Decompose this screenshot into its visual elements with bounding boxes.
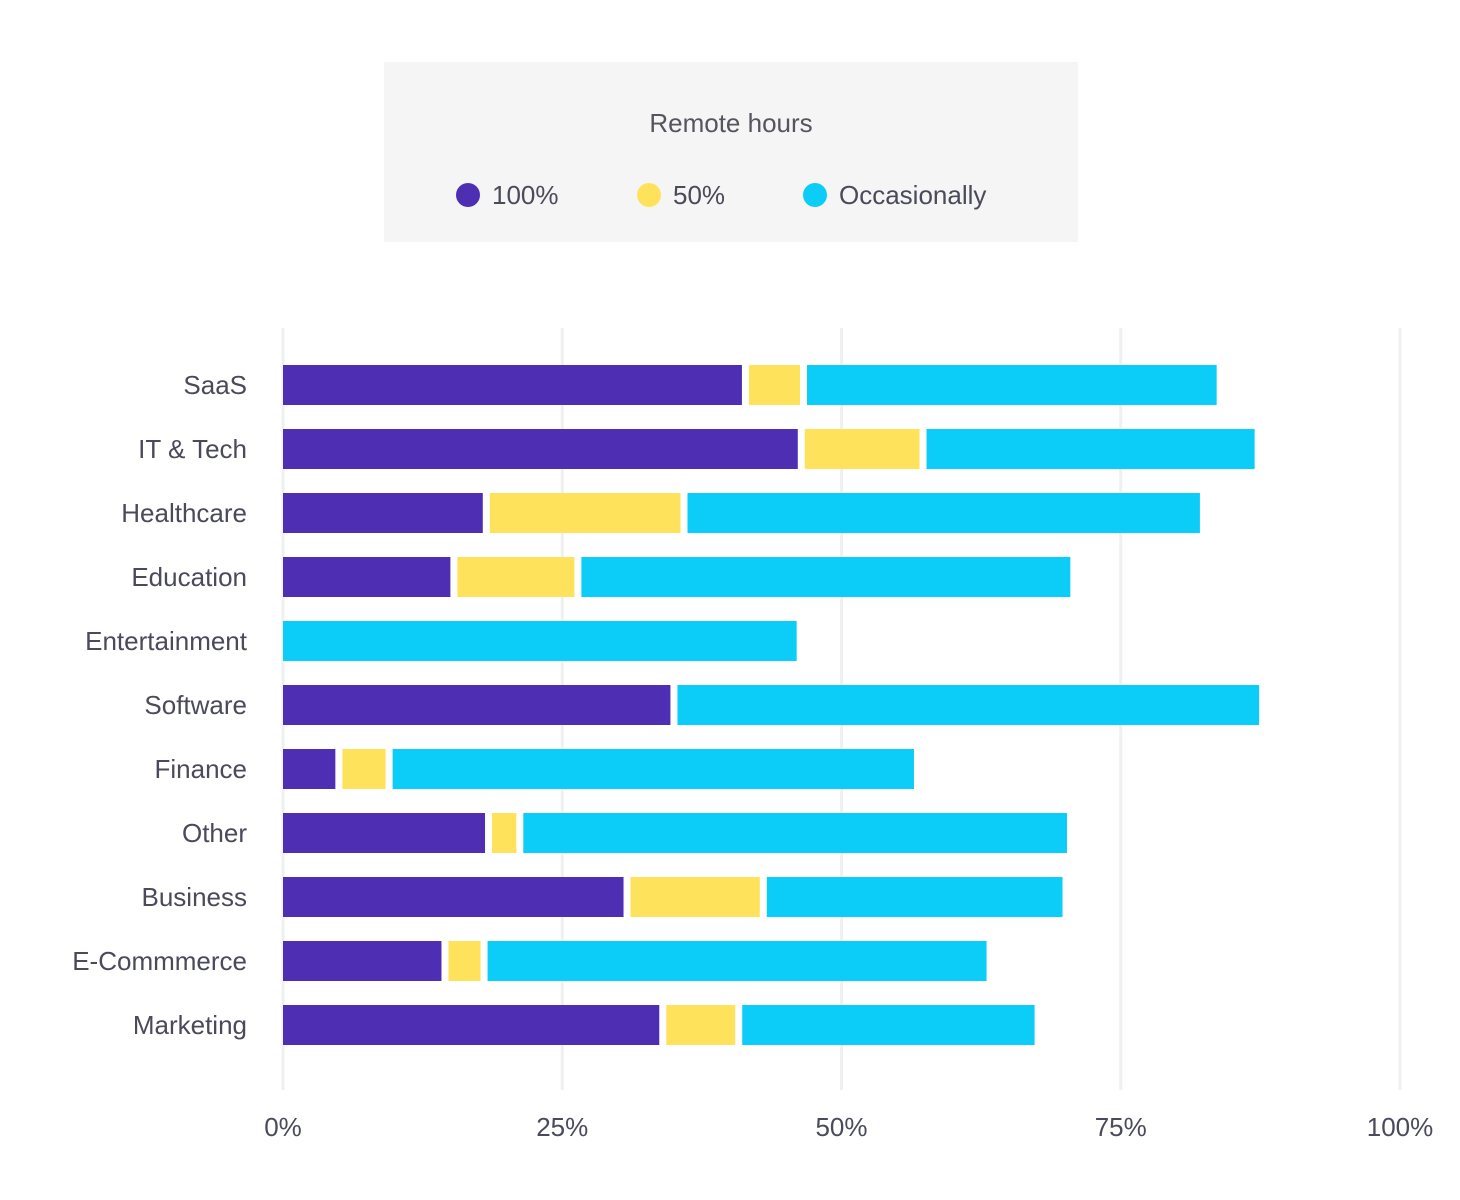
category-label: Education [131,562,247,592]
legend-item-occasionally: Occasionally [803,179,986,211]
category-label: Business [142,882,248,912]
bar-segment [926,429,1255,469]
legend: Remote hours 100% 50% Occasionally [384,62,1078,242]
bar-segment [489,493,681,533]
bar-segment [283,1005,660,1045]
bar-segment [630,877,760,917]
bar-segment [283,365,742,405]
category-label: Healthcare [121,498,247,528]
legend-label-100: 100% [492,179,559,210]
x-tick-label: 75% [1095,1112,1147,1142]
category-label: E-Commmerce [72,946,247,976]
legend-title: Remote hours [649,108,813,138]
x-tick-label: 0% [264,1112,302,1142]
bar-segment [581,557,1071,597]
legend-item-100: 100% [456,179,559,211]
legend-label-occasionally: Occasionally [839,179,987,210]
x-tick-label: 50% [815,1112,867,1142]
bar-segment [457,557,575,597]
bar-segment [283,941,442,981]
bars [283,365,1260,1045]
bar-segment [748,365,801,405]
category-label: Software [144,690,247,720]
bar-segment [677,685,1260,725]
category-label: Entertainment [85,626,248,656]
bar-segment [766,877,1063,917]
category-label: IT & Tech [138,434,247,464]
legend-swatch-100 [456,183,480,207]
bar-segment [283,749,336,789]
bar-segment [448,941,481,981]
x-tick-labels: 0% 25% 50% 75% 100% [264,1112,1433,1142]
bar-segment [283,557,451,597]
bar-segment [283,877,624,917]
category-labels: SaaS IT & Tech Healthcare Education Entertai… [72,370,248,1040]
bar-segment [342,749,386,789]
legend-label-50: 50% [673,179,726,210]
bar-segment [283,813,486,853]
bar-segment [807,365,1217,405]
category-label: Marketing [133,1010,247,1040]
bar-segment [283,429,798,469]
category-label: SaaS [183,370,247,400]
bar-segment [687,493,1200,533]
bar-segment [392,749,914,789]
legend-item-50: 50% [637,179,725,211]
bar-segment [804,429,920,469]
x-tick-label: 100% [1367,1112,1434,1142]
bar-segment [492,813,517,853]
legend-swatch-50 [637,183,661,207]
x-tick-label: 25% [536,1112,588,1142]
bar-segment [742,1005,1035,1045]
bar-segment [487,941,987,981]
bar-segment [666,1005,736,1045]
bar-segment [523,813,1067,853]
bar-segment [283,685,671,725]
category-label: Finance [155,754,248,784]
bar-segment [283,493,483,533]
category-label: Other [182,818,247,848]
bar-segment [283,621,797,661]
legend-swatch-occasionally [803,183,827,207]
